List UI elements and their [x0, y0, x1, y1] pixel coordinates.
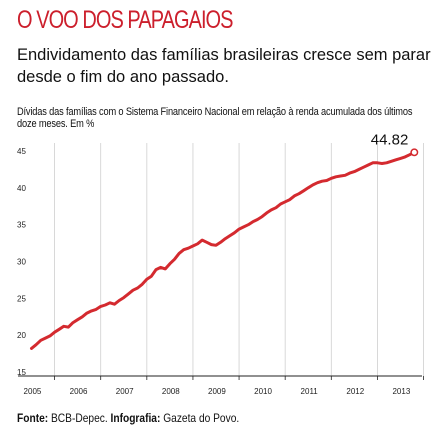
x-tick-label-2013: 2013 [392, 387, 410, 396]
kicker-title: O VOO DOS PAPAGAIOS [17, 6, 233, 34]
y-tick-label-15: 15 [17, 368, 26, 377]
y-tick-label-30: 30 [17, 258, 26, 267]
end-point-marker [410, 148, 419, 157]
source-value: BCB-Depec. [48, 411, 111, 425]
x-tick-label-2010: 2010 [254, 387, 272, 396]
x-tick-label-2012: 2012 [346, 387, 364, 396]
x-tick-label-2011: 2011 [301, 387, 319, 396]
footer-credits: Fonte: BCB-Depec. Infografia: Gazeta do … [17, 411, 239, 425]
credit-label: Infografia: [110, 411, 161, 425]
series-line-0 [30, 150, 416, 350]
x-tick-label-2009: 2009 [208, 387, 226, 396]
y-tick-label-35: 35 [17, 221, 26, 230]
chart-subtitle: Dívidas das famílias com o Sistema Finan… [17, 106, 413, 130]
chart-grid [54, 143, 424, 376]
chart-series: 44.82 [30, 131, 419, 350]
y-axis: 15 20 25 30 35 40 45 [17, 147, 26, 377]
x-tick-label-2006: 2006 [70, 387, 88, 396]
y-tick-label-45: 45 [17, 147, 26, 156]
end-value-label: 44.82 [371, 131, 409, 148]
source-label: Fonte: [17, 411, 49, 425]
y-tick-label-40: 40 [17, 184, 26, 193]
x-tick-label-2008: 2008 [162, 387, 180, 396]
y-tick-label-20: 20 [17, 331, 26, 340]
credit-value: Gazeta do Povo. [160, 411, 240, 425]
headline: Endividamento das famílias brasileiras c… [17, 46, 431, 86]
y-tick-label-25: 25 [17, 294, 26, 303]
x-tick-label-2005: 2005 [24, 387, 42, 396]
x-axis: 2005 2006 2007 2008 2009 2010 2011 2012 2013 [18, 375, 424, 396]
x-tick-label-2007: 2007 [116, 387, 134, 396]
